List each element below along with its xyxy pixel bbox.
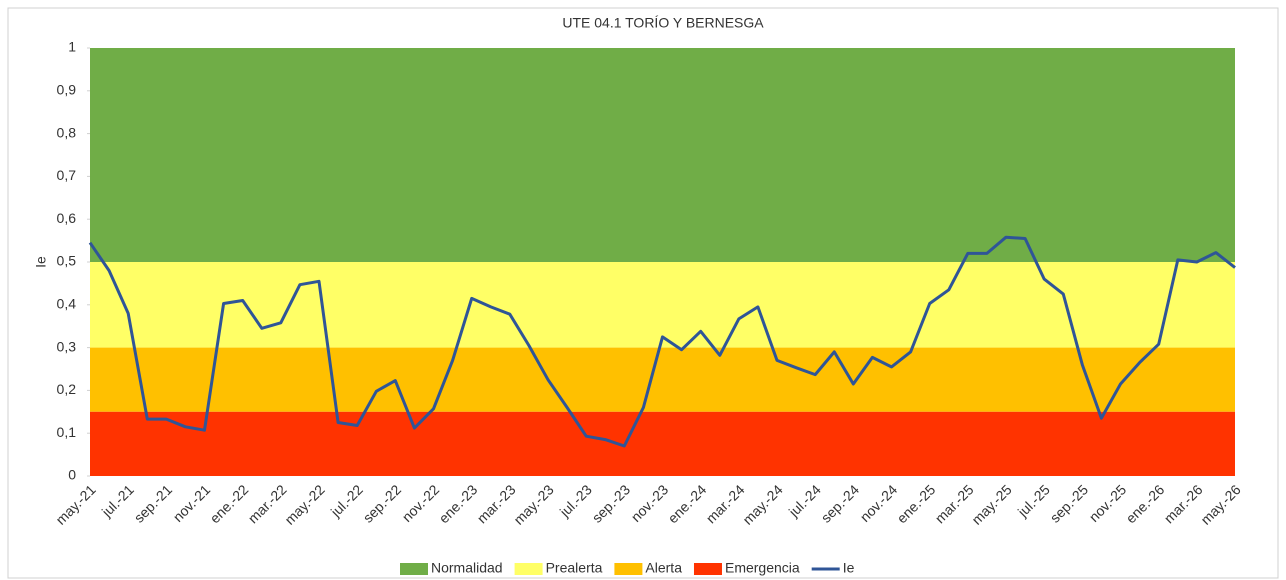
chart-title: UTE 04.1 TORÍO Y BERNESGA — [562, 15, 764, 31]
threshold-band — [90, 347, 1235, 412]
y-tick-label: 0 — [68, 467, 76, 483]
y-tick-label: 0,1 — [57, 424, 77, 440]
series-line — [88, 235, 1236, 448]
y-tick-label: 1 — [68, 39, 76, 55]
legend-label: Prealerta — [546, 560, 603, 576]
y-tick-label: 0,2 — [57, 381, 77, 397]
legend-swatch — [400, 563, 428, 575]
legend-label: Emergencia — [725, 560, 800, 576]
threshold-band — [90, 411, 1235, 476]
y-tick-label: 0,9 — [57, 82, 77, 98]
threshold-band — [90, 262, 1235, 348]
legend-swatch — [693, 563, 722, 575]
y-tick-label: 0,5 — [57, 253, 77, 269]
y-tick-label: 0,3 — [57, 338, 77, 354]
legend-swatch — [514, 563, 543, 575]
legend-label: Normalidad — [431, 560, 503, 576]
y-tick-label: 0,7 — [57, 167, 77, 183]
threshold-band — [90, 48, 1235, 262]
legend-label: Ie — [843, 560, 855, 576]
y-tick-label: 0,8 — [57, 124, 77, 140]
y-tick-label: 0,6 — [57, 210, 77, 226]
y-tick-label: 0,4 — [57, 296, 77, 312]
legend-swatch — [614, 563, 643, 575]
y-axis-title: Ie — [33, 256, 49, 268]
legend-label: Alerta — [645, 560, 682, 576]
